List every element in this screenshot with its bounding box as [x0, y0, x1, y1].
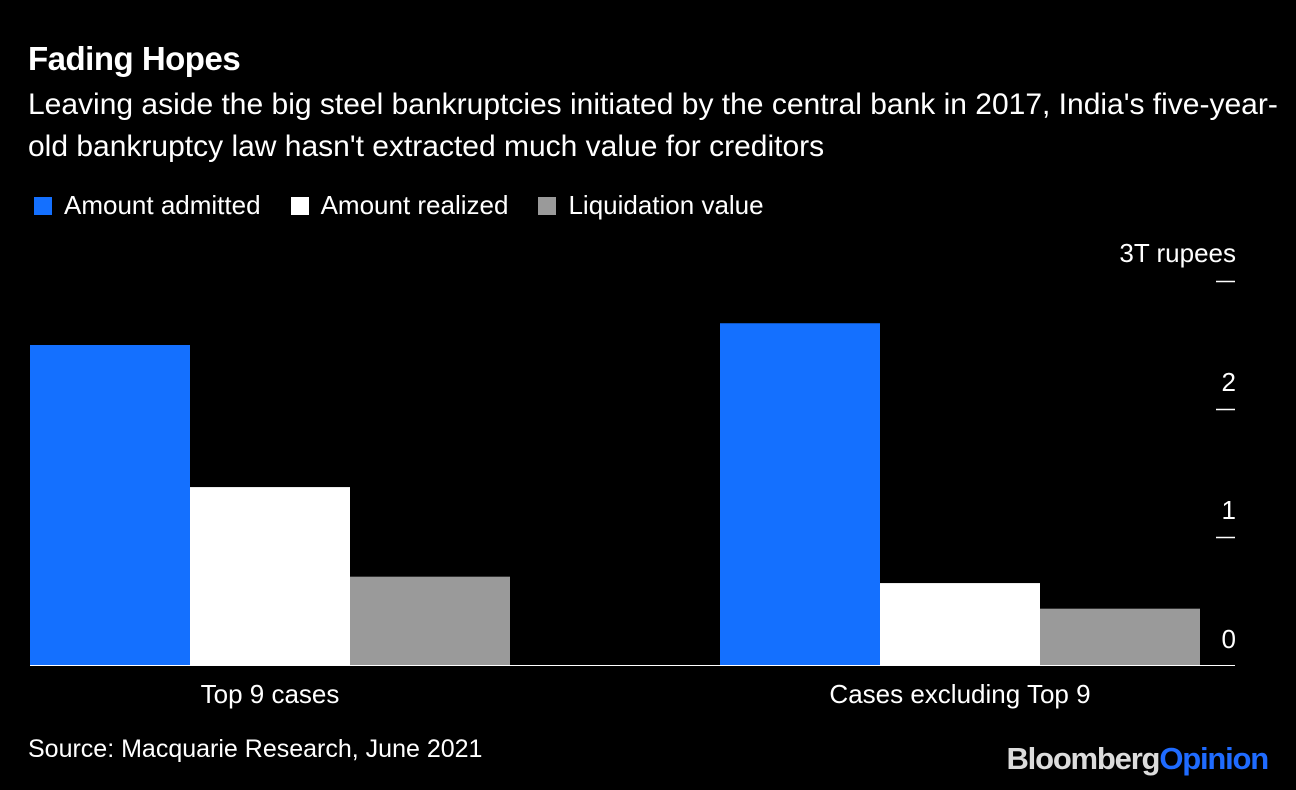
- y-tick-label-2: 2: [1222, 367, 1236, 397]
- legend-item-amount-admitted: Amount admitted: [34, 190, 261, 221]
- x-tick-label-1: Top 9 cases: [201, 679, 340, 709]
- legend-label-liquidation-value: Liquidation value: [568, 190, 764, 220]
- chart-title: Fading Hopes: [28, 40, 241, 77]
- source-note: Source: Macquarie Research, June 2021: [28, 735, 483, 763]
- chart-legend: Amount admitted Amount realized Liquidat…: [34, 190, 794, 221]
- legend-item-amount-realized: Amount realized: [290, 190, 509, 221]
- legend-item-liquidation-value: Liquidation value: [538, 190, 764, 221]
- bar-amount-admitted-2: [720, 323, 880, 665]
- bar-liquidation-value-1: [350, 576, 510, 665]
- legend-label-amount-realized: Amount realized: [320, 190, 509, 220]
- x-tick-label-2: Cases excluding Top 9: [829, 679, 1090, 709]
- bar-liquidation-value-2: [1040, 608, 1200, 665]
- legend-swatch-liquidation-value: [538, 196, 557, 215]
- bar-amount-realized-2: [880, 583, 1040, 665]
- bar-amount-admitted-1: [30, 345, 190, 665]
- y-tick-label-0: 0: [1222, 624, 1236, 654]
- legend-label-amount-admitted: Amount admitted: [64, 190, 261, 220]
- bar-amount-realized-1: [190, 487, 350, 665]
- chart-subtitle: Leaving aside the big steel bankruptcies…: [28, 88, 1278, 163]
- y-axis-unit-label: 3T rupees: [1119, 238, 1236, 268]
- bloomberg-opinion-logo: BloombergOpinion: [1006, 741, 1269, 776]
- y-tick-label-1: 1: [1222, 495, 1236, 525]
- legend-swatch-amount-realized: [290, 196, 309, 215]
- legend-swatch-amount-admitted: [34, 196, 52, 215]
